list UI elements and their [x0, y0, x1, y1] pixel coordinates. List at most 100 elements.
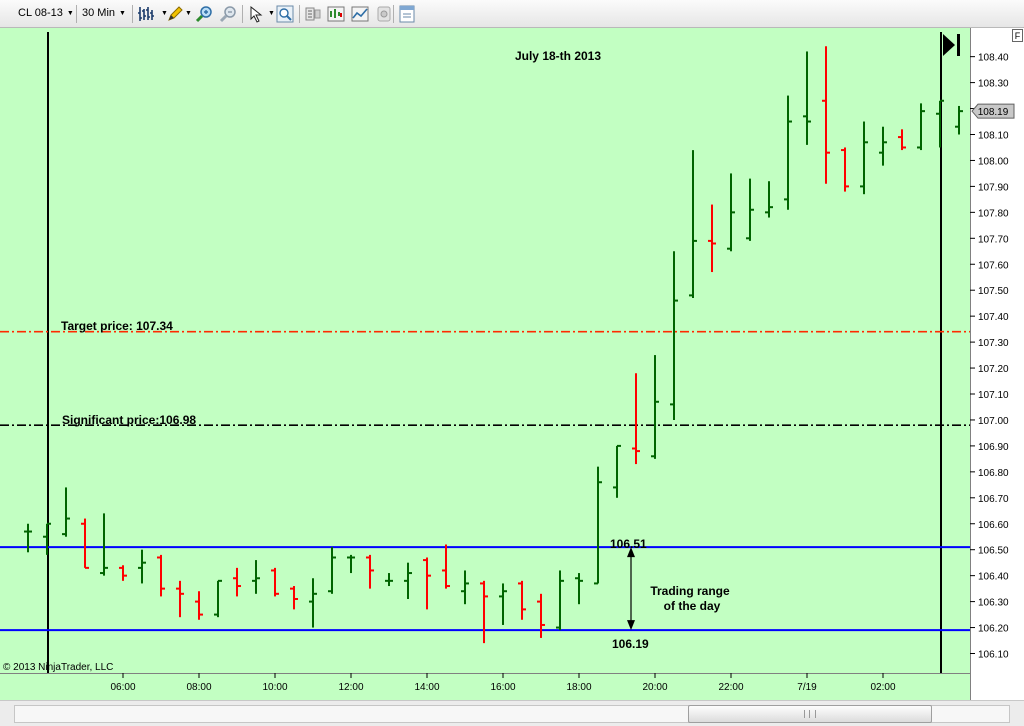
- ohlc-bar: [765, 181, 773, 218]
- data-box-icon[interactable]: [304, 5, 322, 23]
- search-icon[interactable]: [276, 5, 294, 23]
- ohlc-bar: [233, 567, 241, 597]
- ohlc-bar: [841, 147, 849, 192]
- chevron-down-icon[interactable]: ▼: [185, 10, 192, 17]
- target-price-label: Target price: 107.34: [61, 319, 173, 333]
- ohlc-bar: [252, 560, 260, 594]
- price-tick-label: 106.90: [978, 442, 1009, 453]
- ohlc-bar: [119, 565, 127, 581]
- toolbar-divider: [132, 5, 133, 23]
- time-tick-label: 08:00: [186, 682, 211, 693]
- ohlc-bar: [594, 466, 602, 585]
- ohlc-bar: [328, 547, 336, 594]
- drawing-pencil-icon[interactable]: [166, 5, 184, 23]
- interval-selector[interactable]: 30 Min ▼: [82, 5, 126, 22]
- ohlc-bar: [632, 373, 640, 465]
- price-tick-label: 108.30: [978, 79, 1009, 90]
- zoom-in-icon[interactable]: [195, 5, 213, 23]
- price-tick-label: 107.80: [978, 208, 1009, 219]
- time-tick-label: 16:00: [490, 682, 515, 693]
- price-bars: [24, 46, 963, 644]
- ohlc-bar: [138, 549, 146, 584]
- range-note-line2: of the day: [664, 599, 721, 613]
- ohlc-bar: [537, 593, 545, 638]
- time-tick-label: 10:00: [262, 682, 287, 693]
- ohlc-bar: [100, 513, 108, 576]
- chevron-down-icon[interactable]: ▼: [268, 10, 275, 17]
- ohlc-bar: [917, 103, 925, 151]
- ohlc-bar: [442, 544, 450, 589]
- ohlc-bar: [708, 204, 716, 273]
- price-chart[interactable]: 106.10 106.20 106.30 106.40 106.50 106.60 106.…: [0, 28, 1024, 700]
- current-price-label: 108.19: [978, 107, 1009, 118]
- ohlc-bar: [613, 444, 621, 498]
- chart-style-icon[interactable]: [327, 5, 345, 23]
- ohlc-bar: [784, 95, 792, 210]
- time-tick-label: 7/19: [797, 682, 817, 693]
- ohlc-bar: [746, 178, 754, 241]
- price-axis-panel[interactable]: [970, 28, 1024, 700]
- instrument-selector[interactable]: CL 08-13 ▼: [18, 5, 74, 22]
- price-tick-label: 106.70: [978, 494, 1009, 505]
- toolbar-divider: [76, 5, 77, 23]
- f-button[interactable]: F: [1012, 29, 1023, 42]
- ohlc-bar: [157, 554, 165, 597]
- indicators-icon[interactable]: [351, 5, 369, 23]
- range-arrow: [627, 547, 635, 631]
- time-tick-label: 22:00: [718, 682, 743, 693]
- toolbar-divider: [299, 5, 300, 23]
- time-tick-label: 02:00: [870, 682, 895, 693]
- price-tick-label: 107.50: [978, 286, 1009, 297]
- grip-icon: [804, 710, 816, 718]
- ohlc-bar: [936, 99, 944, 148]
- current-price-marker: 108.19: [971, 103, 1015, 119]
- price-tick-label: 108.40: [978, 53, 1009, 64]
- chart-title: July 18-th 2013: [515, 49, 601, 63]
- strategies-icon[interactable]: [375, 5, 393, 23]
- ohlc-bar: [404, 562, 412, 600]
- ohlc-bar: [518, 580, 526, 620]
- zoom-out-icon[interactable]: [219, 5, 237, 23]
- copyright-text: © 2013 NinjaTrader, LLC: [3, 662, 113, 673]
- price-tick-label: 107.00: [978, 416, 1009, 427]
- price-tick-label: 107.20: [978, 364, 1009, 375]
- ohlc-bar: [81, 518, 89, 569]
- price-tick-label: 107.30: [978, 338, 1009, 349]
- price-tick-label: 106.60: [978, 520, 1009, 531]
- ohlc-bar: [860, 121, 868, 195]
- chart-toolbar: CL 08-13 ▼ 30 Min ▼ ▼ ▼ ▼: [0, 0, 1024, 28]
- toolbar-divider: [242, 5, 243, 23]
- ohlc-bar: [575, 573, 583, 605]
- ohlc-bar: [727, 173, 735, 252]
- price-tick-label: 108.10: [978, 131, 1009, 142]
- play-end-icon[interactable]: [943, 34, 960, 56]
- ohlc-bar: [461, 570, 469, 605]
- chevron-down-icon[interactable]: ▼: [161, 10, 168, 17]
- price-tick-label: 108.00: [978, 156, 1009, 167]
- chevron-down-icon: ▼: [119, 10, 126, 17]
- ohlc-bar: [290, 586, 298, 610]
- ohlc-bar: [689, 150, 697, 298]
- price-tick-label: 106.30: [978, 598, 1009, 609]
- horizontal-scrollbar[interactable]: [0, 700, 1024, 726]
- ohlc-bar: [347, 554, 355, 574]
- toolbar-divider: [393, 5, 394, 23]
- ohlc-bar: [556, 570, 564, 631]
- ohlc-bar: [24, 523, 32, 553]
- properties-icon[interactable]: [398, 5, 416, 23]
- time-tick-label: 20:00: [642, 682, 667, 693]
- ohlc-bar: [480, 580, 488, 644]
- ohlc-bar: [879, 126, 887, 166]
- price-tick-label: 106.80: [978, 468, 1009, 479]
- scrollbar-thumb[interactable]: [688, 705, 932, 723]
- ohlc-bar: [214, 579, 222, 618]
- pointer-icon[interactable]: [248, 5, 266, 23]
- bar-type-icon[interactable]: [137, 5, 155, 23]
- price-tick-label: 107.90: [978, 182, 1009, 193]
- range-note-line1: Trading range: [650, 584, 730, 598]
- ohlc-bar: [955, 105, 963, 135]
- ohlc-bar: [385, 573, 393, 587]
- ohlc-bar: [670, 251, 678, 420]
- price-tick-label: 107.70: [978, 234, 1009, 245]
- range-low-label: 106.19: [612, 637, 649, 651]
